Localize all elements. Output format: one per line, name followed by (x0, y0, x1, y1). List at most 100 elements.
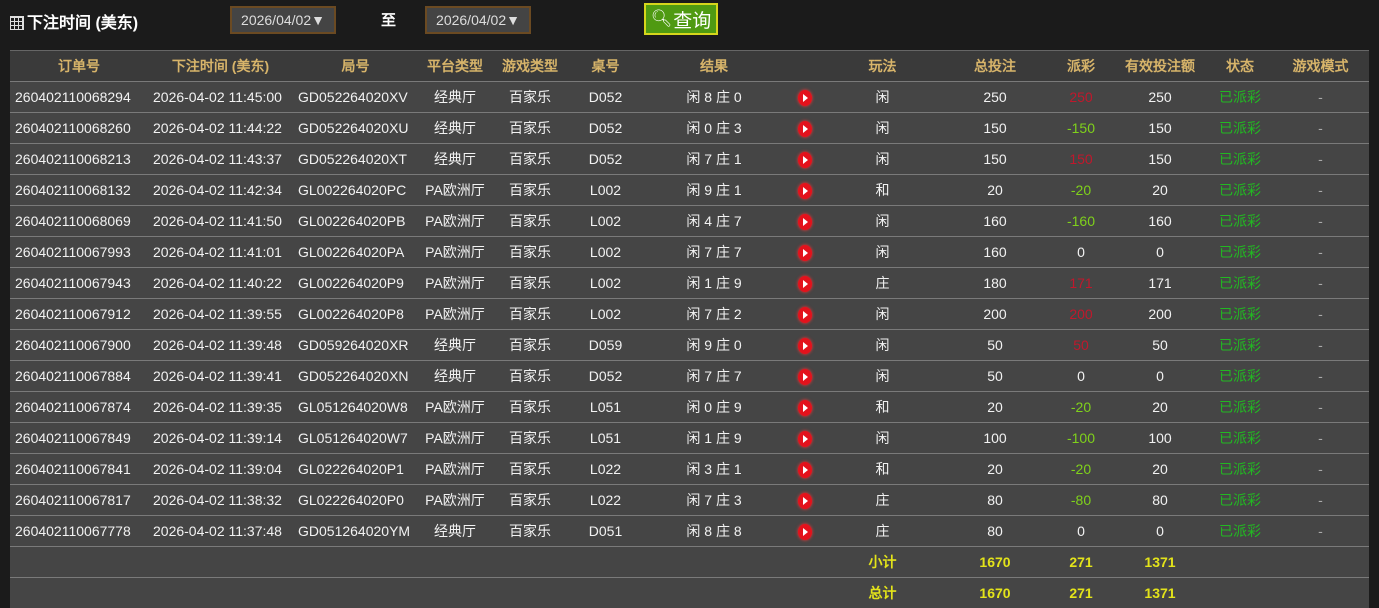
table-no-cell: D052 (568, 361, 643, 392)
valid-bet-cell: 250 (1112, 82, 1208, 113)
play-video-icon[interactable] (798, 245, 812, 261)
order-no-cell: 260402110067817 (10, 485, 148, 516)
total-bet-cell: 150 (940, 144, 1050, 175)
play-type-cell: 闲 (825, 330, 940, 361)
game-mode-cell: - (1272, 330, 1369, 361)
play-type-cell: 闲 (825, 113, 940, 144)
game-mode-cell: - (1272, 175, 1369, 206)
total-bet-cell: 160 (940, 237, 1050, 268)
game-mode-cell: - (1272, 485, 1369, 516)
bet-time-cell: 2026-04-02 11:45:00 (148, 82, 293, 113)
platform-type-cell: PA欧洲厅 (418, 392, 492, 423)
empty-cell (1208, 547, 1369, 578)
play-type-cell: 闲 (825, 423, 940, 454)
bet-time-cell: 2026-04-02 11:42:34 (148, 175, 293, 206)
total-bet-cell: 20 (940, 454, 1050, 485)
play-type-cell: 庄 (825, 516, 940, 547)
header-round-no: 局号 (293, 51, 418, 82)
payout-cell: -20 (1050, 175, 1112, 206)
total-payout: 271 (1050, 578, 1112, 608)
table-header: 订单号下注时间 (美东)局号平台类型游戏类型桌号结果玩法总投注派彩有效投注额状态… (10, 51, 1369, 82)
play-type-cell: 庄 (825, 268, 940, 299)
bet-time-cell: 2026-04-02 11:41:50 (148, 206, 293, 237)
play-video-icon[interactable] (798, 338, 812, 354)
play-video-icon[interactable] (798, 431, 812, 447)
platform-type-cell: 经典厅 (418, 113, 492, 144)
bet-records-table: 订单号下注时间 (美东)局号平台类型游戏类型桌号结果玩法总投注派彩有效投注额状态… (10, 50, 1369, 608)
order-no-cell: 260402110068260 (10, 113, 148, 144)
round-no-cell: GD051264020YM (293, 516, 418, 547)
play-video-icon[interactable] (798, 276, 812, 292)
valid-bet-cell: 0 (1112, 237, 1208, 268)
empty-cell (10, 578, 825, 608)
game-mode-cell: - (1272, 454, 1369, 485)
play-video-icon[interactable] (798, 307, 812, 323)
total-bet-cell: 20 (940, 175, 1050, 206)
result-cell: 闲 1 庄 9 (643, 268, 785, 299)
valid-bet-cell: 171 (1112, 268, 1208, 299)
order-no-cell: 260402110067778 (10, 516, 148, 547)
header-order-no: 订单号 (10, 51, 148, 82)
game-type-cell: 百家乐 (492, 330, 568, 361)
valid-bet-cell: 20 (1112, 175, 1208, 206)
bet-time-cell: 2026-04-02 11:40:22 (148, 268, 293, 299)
end-date-select[interactable]: 2026/04/02▼ (425, 6, 531, 34)
video-cell (785, 175, 825, 206)
round-no-cell: GL051264020W7 (293, 423, 418, 454)
payout-cell: -150 (1050, 113, 1112, 144)
table-no-cell: L002 (568, 268, 643, 299)
play-video-icon[interactable] (798, 369, 812, 385)
play-video-icon[interactable] (798, 214, 812, 230)
payout-cell: 0 (1050, 516, 1112, 547)
order-no-cell: 260402110068069 (10, 206, 148, 237)
round-no-cell: GD052264020XN (293, 361, 418, 392)
game-type-cell: 百家乐 (492, 423, 568, 454)
platform-type-cell: PA欧洲厅 (418, 237, 492, 268)
platform-type-cell: 经典厅 (418, 516, 492, 547)
round-no-cell: GL002264020PB (293, 206, 418, 237)
play-video-icon[interactable] (798, 462, 812, 478)
play-video-icon[interactable] (798, 152, 812, 168)
header-bet-time: 下注时间 (美东) (148, 51, 293, 82)
result-cell: 闲 7 庄 1 (643, 144, 785, 175)
play-video-icon[interactable] (798, 400, 812, 416)
play-video-icon[interactable] (798, 121, 812, 137)
result-cell: 闲 7 庄 2 (643, 299, 785, 330)
order-no-cell: 260402110068132 (10, 175, 148, 206)
play-video-icon[interactable] (798, 493, 812, 509)
header-game-mode: 游戏模式 (1272, 51, 1369, 82)
header-table-no: 桌号 (568, 51, 643, 82)
subtotal-total-bet: 1670 (940, 547, 1050, 578)
game-type-cell: 百家乐 (492, 516, 568, 547)
play-video-icon[interactable] (798, 524, 812, 540)
payout-cell: 171 (1050, 268, 1112, 299)
table-no-cell: L002 (568, 175, 643, 206)
table-no-cell: D059 (568, 330, 643, 361)
play-video-icon[interactable] (798, 183, 812, 199)
valid-bet-cell: 0 (1112, 516, 1208, 547)
query-button[interactable]: 🔍︎查询 (644, 3, 718, 35)
subtotal-payout: 271 (1050, 547, 1112, 578)
header-total-bet: 总投注 (940, 51, 1050, 82)
order-no-cell: 260402110068213 (10, 144, 148, 175)
result-cell: 闲 7 庄 3 (643, 485, 785, 516)
video-cell (785, 330, 825, 361)
play-type-cell: 闲 (825, 82, 940, 113)
status-cell: 已派彩 (1208, 423, 1272, 454)
table-no-cell: L002 (568, 299, 643, 330)
table-no-cell: D052 (568, 144, 643, 175)
platform-type-cell: 经典厅 (418, 361, 492, 392)
total-bet-cell: 80 (940, 485, 1050, 516)
result-cell: 闲 0 庄 9 (643, 392, 785, 423)
play-video-icon[interactable] (798, 90, 812, 106)
payout-cell: 150 (1050, 144, 1112, 175)
status-cell: 已派彩 (1208, 113, 1272, 144)
video-cell (785, 392, 825, 423)
play-type-cell: 闲 (825, 299, 940, 330)
start-date-select[interactable]: 2026/04/02▼ (230, 6, 336, 34)
video-cell (785, 268, 825, 299)
